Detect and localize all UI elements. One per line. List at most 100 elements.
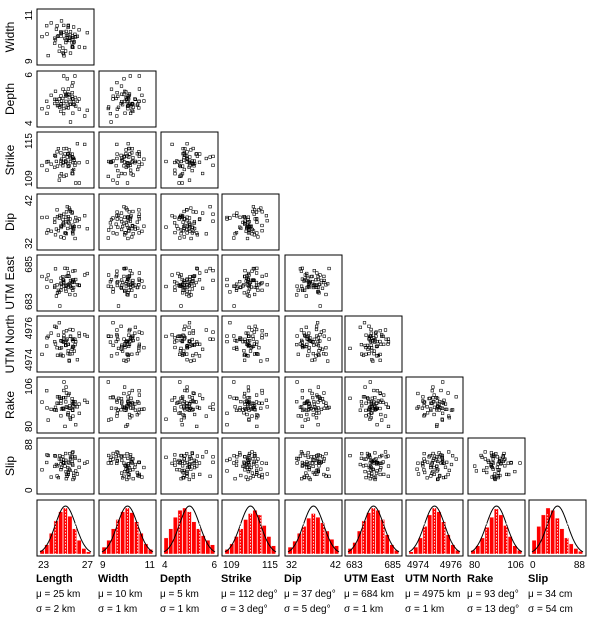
sample-point [120, 227, 124, 232]
sample-point [127, 401, 131, 405]
sample-point [195, 424, 199, 429]
sample-point [68, 283, 72, 287]
sample-point [422, 451, 426, 456]
sample-point [252, 233, 257, 237]
fitted-curve [39, 505, 92, 553]
sample-point [131, 105, 135, 109]
sample-point [64, 99, 68, 103]
sample-point [130, 281, 134, 285]
sample-point [415, 467, 419, 471]
sample-point [252, 278, 256, 283]
sample-point [367, 324, 371, 328]
sample-point [318, 459, 322, 464]
sample-point [116, 337, 120, 342]
sample-point [73, 161, 77, 165]
sample-point [252, 330, 256, 334]
sample-point [142, 465, 146, 470]
sample-point [317, 353, 321, 357]
sample-point [449, 462, 454, 467]
sample-point [369, 411, 373, 415]
sample-point [386, 405, 390, 409]
panel-frame [36, 70, 95, 128]
x-tick-min-depth: 4 [162, 560, 168, 571]
sample-point [106, 461, 110, 465]
panel-frame [221, 376, 280, 434]
sample-point [246, 280, 250, 284]
panel-frame [221, 254, 280, 312]
sample-point [190, 396, 195, 400]
sample-point [108, 340, 112, 344]
sample-point [366, 396, 370, 401]
sample-point [68, 102, 72, 106]
sample-point [367, 473, 371, 478]
sample-point [298, 454, 303, 458]
sample-point [58, 453, 62, 458]
sample-point [454, 457, 458, 461]
sample-point [189, 406, 193, 410]
sample-point [73, 74, 77, 78]
sample-point [441, 401, 446, 405]
sigma-label-strike: σ = 3 deg° [221, 604, 268, 615]
sample-point [449, 408, 454, 412]
sample-point [124, 359, 128, 363]
sample-point [123, 385, 127, 389]
sample-point [127, 333, 131, 337]
sample-point [40, 107, 44, 111]
sample-point [178, 411, 183, 415]
sample-point [126, 456, 130, 461]
sample-point [133, 408, 138, 412]
sample-point [59, 214, 63, 218]
sample-point [178, 274, 182, 279]
sample-point [300, 451, 305, 456]
sample-point [422, 400, 427, 404]
sample-point [259, 282, 263, 286]
sample-point [66, 106, 70, 110]
sample-point [164, 225, 168, 229]
sample-point [64, 40, 68, 45]
sample-point [208, 405, 212, 410]
sample-point [246, 340, 250, 344]
sample-point [61, 46, 65, 50]
histogram-panels [36, 499, 587, 557]
panel-frame [160, 315, 219, 373]
sample-point [180, 423, 184, 427]
sample-point [126, 236, 130, 241]
sample-point [59, 346, 64, 350]
sample-point [446, 472, 450, 477]
sample-point [115, 283, 119, 288]
sample-point [178, 284, 182, 288]
sample-point [123, 233, 127, 237]
sample-point [177, 181, 181, 185]
sample-point [129, 396, 133, 400]
sample-point [382, 472, 386, 477]
sample-point [137, 160, 141, 164]
sample-point [123, 154, 127, 158]
sample-point [305, 342, 309, 347]
sample-point [124, 206, 128, 210]
sample-point [137, 460, 141, 464]
sample-point [109, 225, 113, 229]
sample-point [252, 454, 257, 458]
sample-point [189, 282, 193, 286]
sample-point [311, 280, 315, 284]
sample-point [173, 221, 177, 225]
sample-point [302, 401, 307, 405]
sample-point [194, 400, 198, 404]
sample-point [115, 461, 119, 466]
sample-point [502, 458, 506, 462]
sample-point [142, 346, 146, 350]
sample-point [327, 266, 331, 271]
sample-point [208, 205, 212, 209]
sample-point [365, 396, 370, 400]
sample-point [83, 45, 87, 50]
sample-point [265, 405, 269, 409]
sample-point [307, 467, 311, 472]
sample-point [191, 472, 195, 477]
sample-point [298, 267, 303, 271]
sample-point [64, 343, 68, 348]
sample-point [234, 345, 239, 350]
sample-point [311, 408, 315, 412]
sample-point [496, 471, 500, 475]
histogram-bar [480, 537, 485, 555]
